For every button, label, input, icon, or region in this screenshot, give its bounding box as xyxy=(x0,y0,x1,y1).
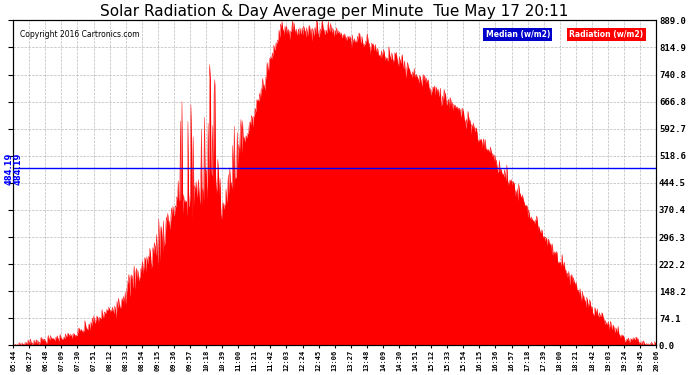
Text: 484.19: 484.19 xyxy=(14,152,23,184)
Title: Solar Radiation & Day Average per Minute  Tue May 17 20:11: Solar Radiation & Day Average per Minute… xyxy=(101,4,569,19)
Text: 484.19: 484.19 xyxy=(4,152,13,184)
Text: Copyright 2016 Cartronics.com: Copyright 2016 Cartronics.com xyxy=(19,30,139,39)
Text: Radiation (w/m2): Radiation (w/m2) xyxy=(569,30,644,39)
Text: Median (w/m2): Median (w/m2) xyxy=(486,30,550,39)
